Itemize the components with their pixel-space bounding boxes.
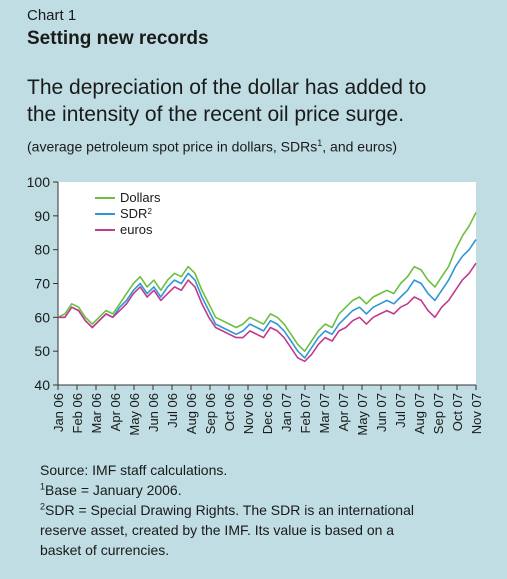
- x-tick-label: Mar 07: [317, 393, 332, 433]
- x-tick-label: Apr 06: [108, 393, 123, 431]
- x-tick-label: Dec 06: [260, 393, 275, 434]
- legend-superscript: 2: [147, 207, 152, 216]
- y-tick-label: 100: [27, 174, 51, 190]
- x-tick-label: Jul 06: [165, 393, 180, 428]
- y-tick-label: 70: [34, 276, 50, 292]
- footnote-1-text: Base = January 2006.: [45, 482, 182, 498]
- y-tick-label: 40: [34, 377, 50, 393]
- chart-number: Chart 1: [27, 7, 77, 24]
- y-tick-label: 80: [34, 242, 50, 258]
- x-tick-label: Nov 06: [241, 393, 256, 434]
- x-tick-label: Oct 06: [222, 393, 237, 431]
- x-tick-label: Apr 07: [336, 393, 351, 431]
- units-note: (average petroleum spot price in dollars…: [27, 138, 397, 155]
- chart-subtitle-line2: the intensity of the recent oil price su…: [27, 103, 405, 126]
- x-tick-label: Sep 06: [203, 393, 218, 434]
- x-tick-label: Feb 06: [70, 393, 85, 433]
- legend-label: Dollars: [120, 190, 161, 205]
- x-tick-label: Nov 07: [469, 393, 484, 434]
- footnote-2: 2SDR = Special Drawing Rights. The SDR i…: [40, 500, 480, 520]
- x-tick-label: Mar 06: [89, 393, 104, 433]
- x-tick-label: Sep 07: [431, 393, 446, 434]
- y-tick-label: 50: [34, 343, 50, 359]
- x-tick-label: Feb 07: [298, 393, 313, 433]
- x-tick-label: Jul 07: [393, 393, 408, 428]
- footnote-2-cont-2: basket of currencies.: [40, 542, 170, 558]
- series-line-euros: [58, 262, 477, 363]
- x-tick-label: Oct 07: [450, 393, 465, 431]
- y-tick-label: 60: [34, 309, 50, 325]
- x-tick-label: Jan 06: [51, 393, 66, 432]
- footnote-2-marker: 2: [40, 501, 46, 512]
- x-tick-label: May 07: [355, 393, 370, 436]
- units-text-after: , and euros): [322, 138, 397, 155]
- footnote-1-marker: 1: [40, 481, 46, 492]
- x-tick-label: Jun 07: [374, 393, 389, 432]
- footnotes: Source: IMF staff calculations. 1Base = …: [40, 460, 480, 560]
- x-tick-label: May 06: [127, 393, 142, 436]
- footnote-1: 1Base = January 2006.: [40, 480, 480, 500]
- x-tick-label: Aug 07: [412, 393, 427, 434]
- legend-label: euros: [120, 222, 153, 237]
- footnote-2-line1: SDR = Special Drawing Rights. The SDR is…: [45, 502, 414, 518]
- x-tick-label: Aug 06: [184, 393, 199, 434]
- plot-area: [58, 182, 476, 385]
- footnote-2-cont-1: reserve asset, created by the IMF. Its v…: [40, 522, 395, 538]
- line-chart: 40 50 60 70 80 90 100 Jan 06 Feb 06 Mar 06 Apr 06 M…: [27, 174, 484, 436]
- legend-label: SDR2: [120, 206, 152, 221]
- chart-title: Setting new records: [27, 28, 209, 49]
- x-tick-label: Jan 07: [279, 393, 294, 432]
- chart-subtitle-line1: The depreciation of the dollar has added…: [27, 76, 427, 99]
- units-superscript: 1: [317, 138, 323, 148]
- x-tick-label: Jun 06: [146, 393, 161, 432]
- y-tick-label: 90: [34, 208, 50, 224]
- series-line-sdr: [58, 239, 477, 359]
- units-text-before: (average petroleum spot price in dollars…: [27, 138, 318, 155]
- series-line-dollars: [57, 212, 477, 352]
- source-note: Source: IMF staff calculations.: [40, 462, 228, 478]
